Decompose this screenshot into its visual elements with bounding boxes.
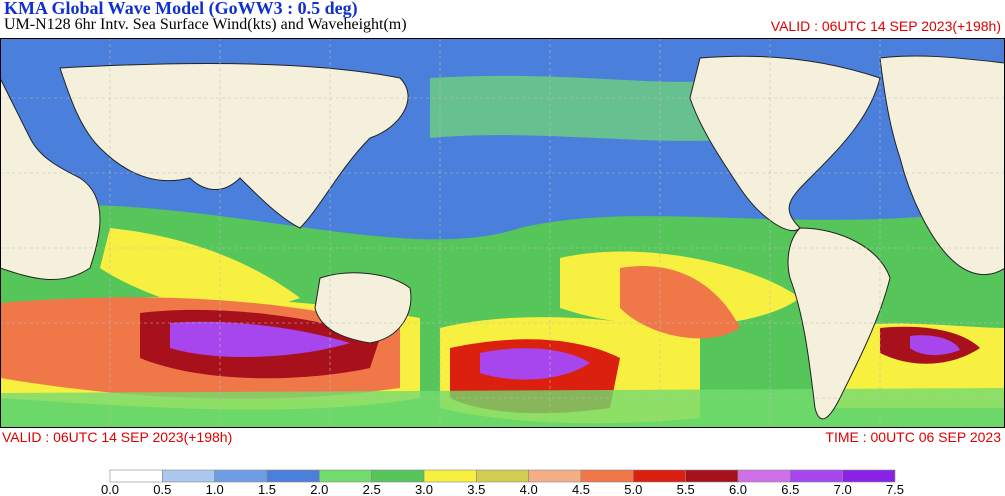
colorbar-swatch [423,469,477,483]
colorbar-swatch [109,469,163,483]
colorbar-label: 3.0 [415,482,433,496]
colorbar-swatch [476,469,529,483]
colorbar: 0.0 0.5 1.0 1.5 2.0 2.5 3.0 3.5 4.0 4.5 5.0 5.5 6.0 6… [101,469,904,496]
colorbar-swatch [266,469,320,483]
subtitle: UM-N128 6hr Intv. Sea Surface Wind(kts) … [4,16,407,33]
colorbar-label: 5.0 [624,482,642,496]
colorbar-swatch [528,469,582,483]
title: KMA Global Wave Model (GoWW3 : 0.5 deg) [4,0,358,18]
colorbar-label: 7.0 [834,482,852,496]
colorbar-label: 4.0 [520,482,538,496]
colorbar-label: 7.5 [886,482,904,496]
colorbar-label: 1.5 [258,482,276,496]
init-time: TIME : 00UTC 06 SEP 2023 [825,429,1001,445]
colorbar-swatch [633,469,686,483]
colorbar-label: 6.5 [781,482,799,496]
colorbar-label: 2.5 [363,482,381,496]
colorbar-label: 1.0 [206,482,224,496]
colorbar-swatch [842,469,896,483]
colorbar-label: 6.0 [729,482,747,496]
valid-time: VALID : 06UTC 14 SEP 2023(+198h) [2,429,233,445]
colorbar-swatch [790,469,843,483]
colorbar-swatch [371,469,425,483]
colorbar-label: 2.0 [310,482,328,496]
colorbar-label: 0.5 [153,482,171,496]
colorbar-label: 5.5 [677,482,695,496]
colorbar-swatch [685,469,739,483]
colorbar-swatch [737,469,791,483]
colorbar-label: 3.5 [467,482,485,496]
colorbar-swatch [162,469,215,483]
valid-time: VALID : 06UTC 14 SEP 2023(+198h) [770,18,1001,34]
colorbar-swatch [214,469,268,483]
colorbar-swatch [580,469,634,483]
colorbar-label: 0.0 [101,482,119,496]
colorbar-label: 4.5 [572,482,590,496]
colorbar-swatch [319,469,372,483]
wave-map [0,38,1005,428]
